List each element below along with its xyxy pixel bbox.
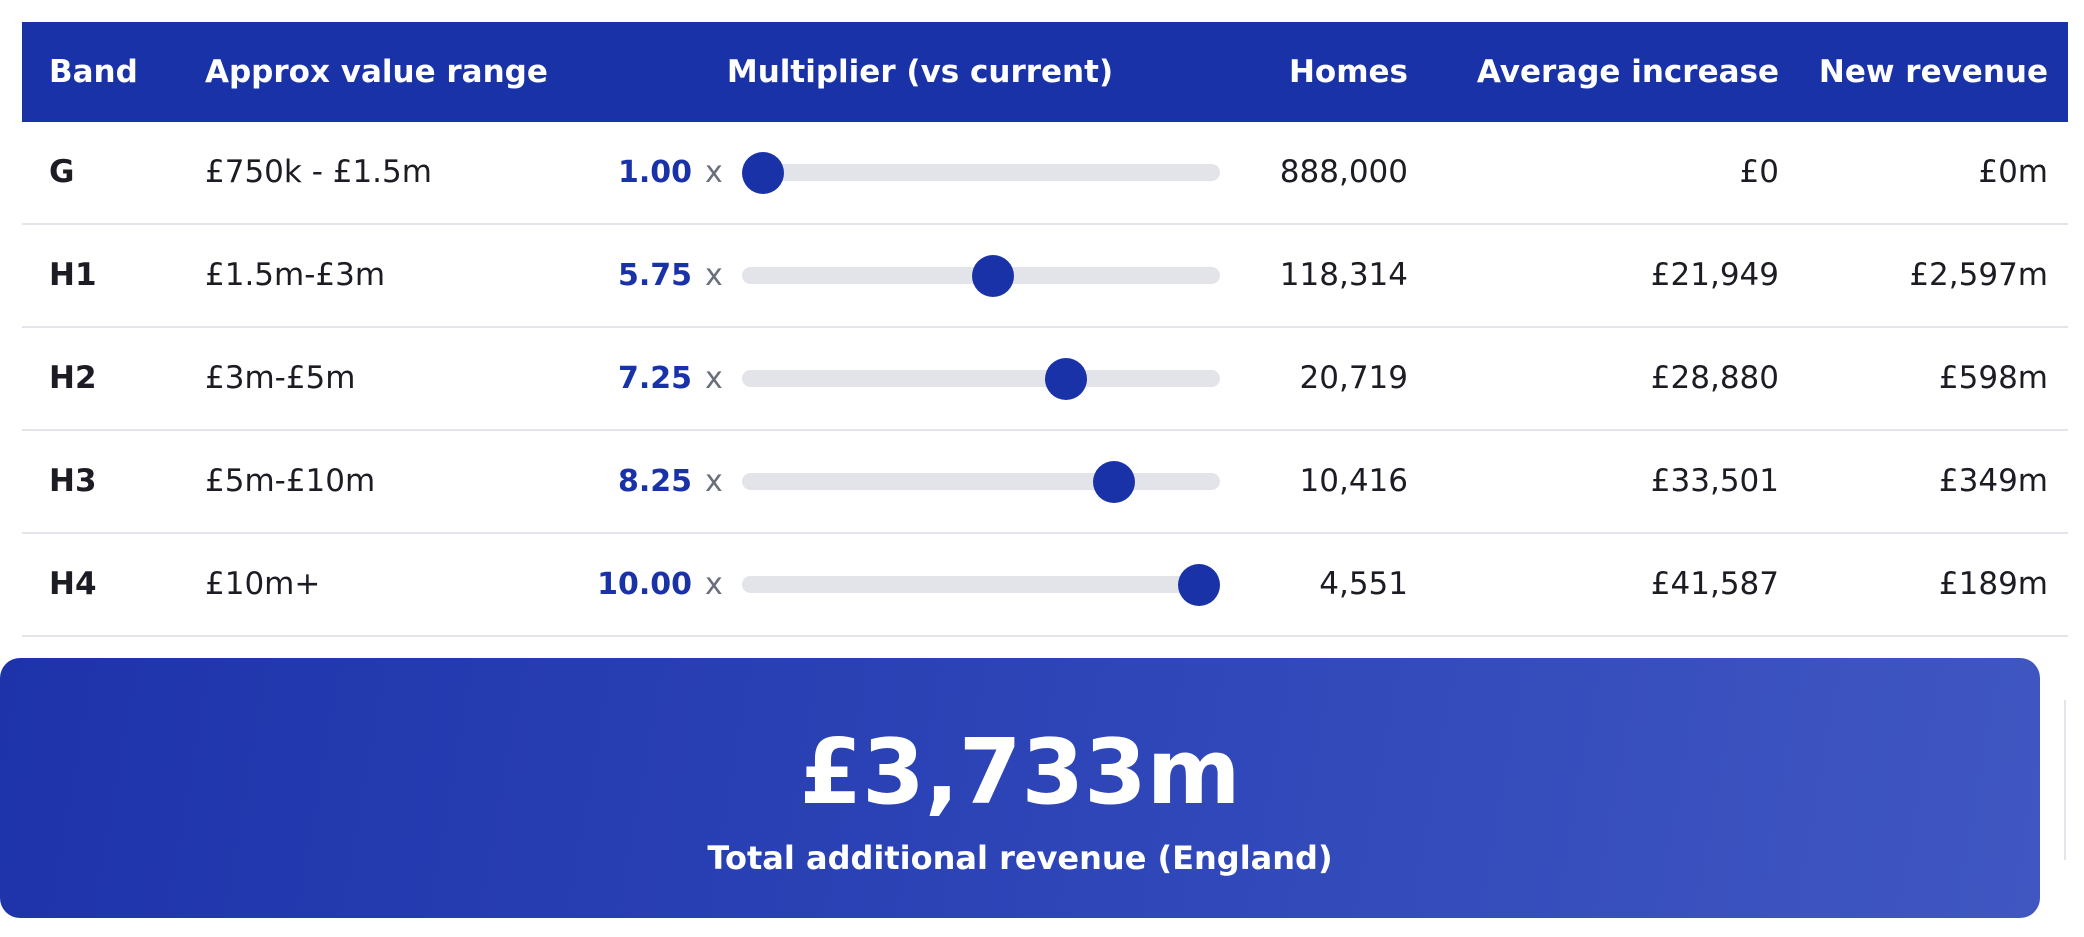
multiplier-control: 10.00 x bbox=[572, 534, 1262, 635]
table-header: Band Approx value range Multiplier (vs c… bbox=[22, 22, 2068, 122]
multiplier-value: 1.00 bbox=[617, 155, 692, 190]
header-value-range: Approx value range bbox=[205, 54, 548, 90]
new-revenue: £189m bbox=[1938, 566, 2048, 602]
multiplier-control: 8.25 x bbox=[572, 431, 1262, 532]
average-increase: £33,501 bbox=[1650, 463, 1779, 499]
multiplier-control: 5.75 x bbox=[572, 225, 1262, 326]
multiplier-value: 7.25 bbox=[617, 361, 692, 396]
homes-count: 888,000 bbox=[1279, 154, 1408, 190]
band-table: Band Approx value range Multiplier (vs c… bbox=[22, 22, 2068, 637]
slider-thumb[interactable] bbox=[1178, 563, 1220, 606]
multiplier-control: 7.25 x bbox=[572, 328, 1262, 429]
table-row: H4 £10m+ 10.00 x 4,551 £41,587 £189m bbox=[22, 534, 2068, 637]
table-row: H1 £1.5m-£3m 5.75 x 118,314 £21,949 £2,5… bbox=[22, 225, 2068, 328]
value-range: £3m-£5m bbox=[205, 360, 356, 396]
band-label: G bbox=[49, 154, 75, 190]
slider-thumb[interactable] bbox=[742, 151, 784, 194]
multiplier-slider[interactable] bbox=[742, 460, 1220, 503]
header-average-increase: Average increase bbox=[1476, 54, 1779, 90]
homes-count: 118,314 bbox=[1279, 257, 1408, 293]
new-revenue: £0m bbox=[1978, 154, 2048, 190]
total-revenue-label: Total additional revenue (England) bbox=[707, 839, 1333, 877]
value-range: £1.5m-£3m bbox=[205, 257, 386, 293]
multiplier-slider[interactable] bbox=[742, 151, 1220, 194]
average-increase: £41,587 bbox=[1650, 566, 1779, 602]
value-range: £10m+ bbox=[205, 566, 321, 602]
divider bbox=[2064, 700, 2066, 860]
band-label: H4 bbox=[49, 566, 97, 602]
table-row: H2 £3m-£5m 7.25 x 20,719 £28,880 £598m bbox=[22, 328, 2068, 431]
value-range: £750k - £1.5m bbox=[205, 154, 432, 190]
slider-thumb[interactable] bbox=[972, 254, 1015, 297]
average-increase: £28,880 bbox=[1650, 360, 1779, 396]
multiplier-value: 10.00 bbox=[597, 567, 692, 602]
new-revenue: £2,597m bbox=[1909, 257, 2048, 293]
band-label: H2 bbox=[49, 360, 97, 396]
average-increase: £0 bbox=[1739, 154, 1779, 190]
multiplier-slider[interactable] bbox=[742, 357, 1220, 400]
multiplier-slider[interactable] bbox=[742, 563, 1220, 606]
average-increase: £21,949 bbox=[1650, 257, 1779, 293]
slider-thumb[interactable] bbox=[1044, 357, 1087, 400]
multiplier-suffix: x bbox=[705, 464, 723, 499]
slider-thumb[interactable] bbox=[1093, 460, 1136, 503]
homes-count: 10,416 bbox=[1299, 463, 1408, 499]
table-row: G £750k - £1.5m 1.00 x 888,000 £0 £0m bbox=[22, 122, 2068, 225]
band-label: H1 bbox=[49, 257, 97, 293]
multiplier-suffix: x bbox=[705, 567, 723, 602]
homes-count: 20,719 bbox=[1299, 360, 1408, 396]
homes-count: 4,551 bbox=[1319, 566, 1408, 602]
header-band: Band bbox=[49, 54, 138, 90]
new-revenue: £598m bbox=[1938, 360, 2048, 396]
multiplier-value: 5.75 bbox=[617, 258, 692, 293]
multiplier-suffix: x bbox=[705, 155, 723, 190]
table-row: H3 £5m-£10m 8.25 x 10,416 £33,501 £349m bbox=[22, 431, 2068, 534]
header-homes: Homes bbox=[1288, 54, 1408, 90]
new-revenue: £349m bbox=[1938, 463, 2048, 499]
value-range: £5m-£10m bbox=[205, 463, 376, 499]
multiplier-value: 8.25 bbox=[617, 464, 692, 499]
total-revenue-value: £3,733m bbox=[799, 720, 1241, 825]
multiplier-control: 1.00 x bbox=[572, 122, 1262, 223]
header-multiplier: Multiplier (vs current) bbox=[726, 54, 1114, 90]
multiplier-slider[interactable] bbox=[742, 254, 1220, 297]
multiplier-suffix: x bbox=[705, 361, 723, 396]
band-label: H3 bbox=[49, 463, 97, 499]
total-revenue-panel: £3,733m Total additional revenue (Englan… bbox=[0, 658, 2040, 918]
multiplier-suffix: x bbox=[705, 258, 723, 293]
header-new-revenue: New revenue bbox=[1818, 54, 2048, 90]
